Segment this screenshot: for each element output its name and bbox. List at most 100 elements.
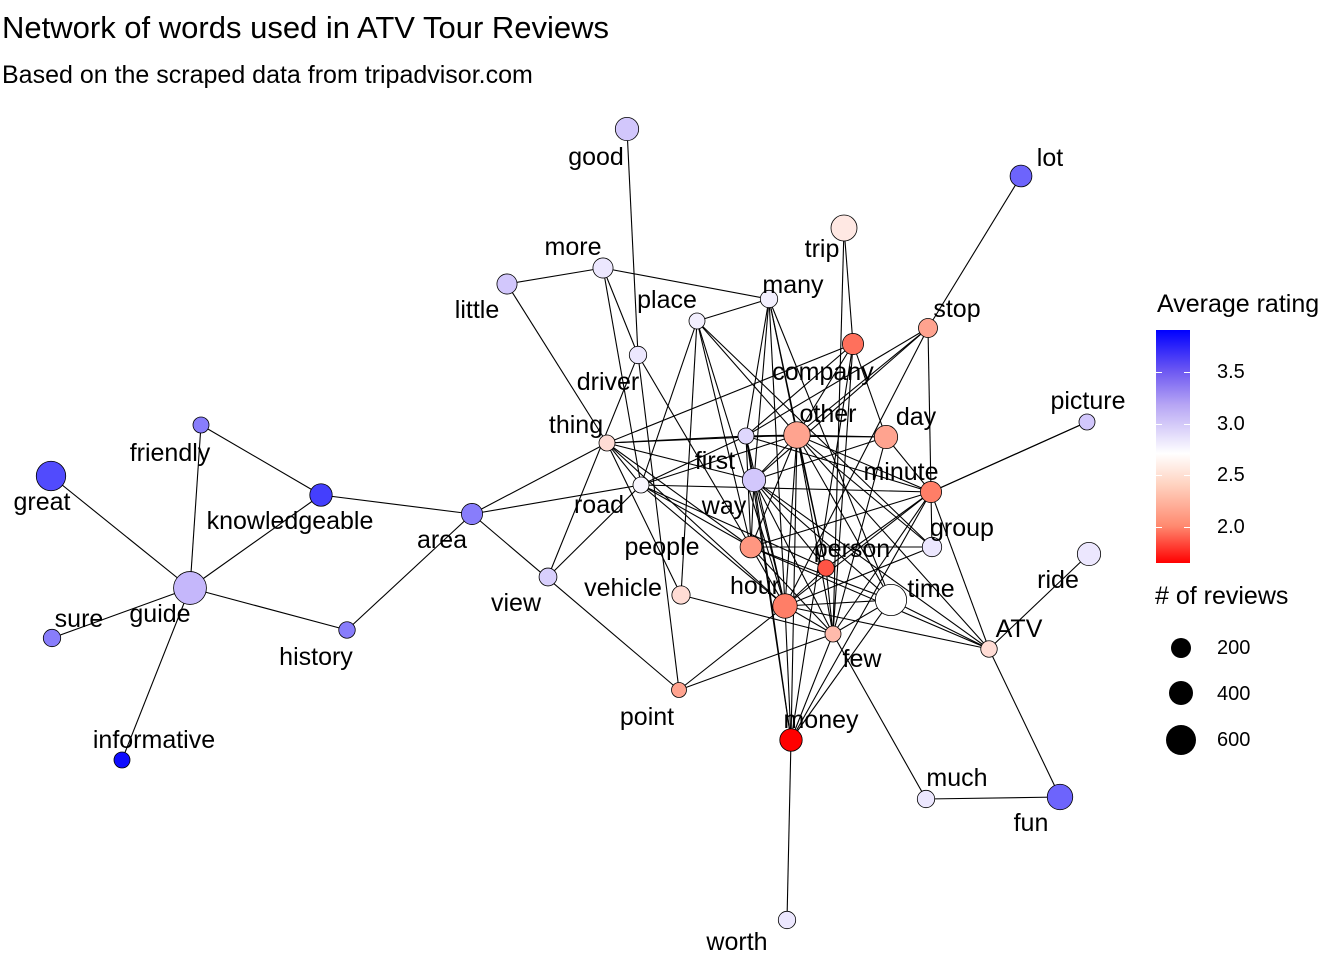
node-label-great: great xyxy=(14,488,71,516)
color-tick-label: 2.5 xyxy=(1217,464,1245,486)
edge-first-minute xyxy=(745,435,932,493)
node-trip xyxy=(830,214,858,242)
edge-way-person xyxy=(753,479,827,569)
node-label-atv: ATV xyxy=(996,615,1043,643)
node-knowledgeable xyxy=(309,483,333,507)
edge-hour-atv xyxy=(784,605,990,650)
edge-atv-fun xyxy=(988,648,1061,798)
edge-way-few xyxy=(753,479,834,635)
edge-guide-sure xyxy=(51,587,191,639)
node-first xyxy=(737,427,755,445)
node-label-area: area xyxy=(417,526,467,554)
edge-company-other xyxy=(796,343,854,436)
legend: Average rating 3.5 3.0 2.5 2.0 # of revi… xyxy=(1150,285,1344,765)
edge-time-atv xyxy=(890,599,990,650)
node-money xyxy=(779,728,803,752)
colorbar-tick xyxy=(1184,527,1190,528)
color-tick-label: 2.0 xyxy=(1217,516,1245,538)
colorbar-tick xyxy=(1184,372,1190,373)
node-people xyxy=(739,535,763,559)
node-label-minute: minute xyxy=(863,458,938,486)
edge-first-road xyxy=(640,435,747,486)
edge-other-people xyxy=(750,434,798,548)
edge-minute-road xyxy=(640,484,932,493)
edge-way-atv xyxy=(753,479,990,650)
node-label-place: place xyxy=(637,286,697,314)
node-driver xyxy=(628,345,648,365)
edge-many-hour xyxy=(768,298,786,607)
edge-first-people xyxy=(745,435,752,548)
node-label-trip: trip xyxy=(805,235,840,263)
node-vehicle xyxy=(671,585,691,605)
node-label-day: day xyxy=(896,403,937,431)
edge-driver-view xyxy=(547,354,639,578)
edge-more-little xyxy=(506,267,604,285)
node-label-ride: ride xyxy=(1037,566,1079,594)
node-ride xyxy=(1076,541,1102,567)
chart-subtitle: Based on the scraped data from tripadvis… xyxy=(2,61,533,89)
edge-road-view xyxy=(547,484,642,578)
node-area xyxy=(461,503,483,525)
edge-thing-area xyxy=(471,442,608,515)
edge-many-way xyxy=(753,298,770,481)
node-day xyxy=(873,424,899,450)
edge-hour-time xyxy=(784,599,892,607)
node-label-driver: driver xyxy=(577,368,640,396)
node-label-picture: picture xyxy=(1050,387,1125,415)
edge-few-point xyxy=(678,633,834,691)
color-tick-label: 3.0 xyxy=(1217,413,1245,435)
node-picture xyxy=(1078,413,1096,431)
node-label-little: little xyxy=(455,296,499,324)
edge-road-people xyxy=(640,484,752,548)
edge-layer xyxy=(50,128,1090,921)
size-legend-title: # of reviews xyxy=(1155,582,1289,610)
edge-stop-minute xyxy=(927,327,932,493)
edge-trip-company xyxy=(843,227,854,345)
node-label-stop: stop xyxy=(933,295,980,323)
node-little xyxy=(496,273,518,295)
colorbar-tick xyxy=(1156,424,1162,425)
edge-guide-informative xyxy=(121,587,191,761)
node-label-way: way xyxy=(701,492,747,520)
edge-stop-first xyxy=(745,327,929,437)
edge-other-minute xyxy=(796,434,932,493)
node-label-knowledgeable: knowledgeable xyxy=(207,507,374,535)
node-label-view: view xyxy=(491,589,542,617)
node-history xyxy=(338,621,356,639)
node-label-person: person xyxy=(814,535,890,563)
edge-knowledgeable-guide xyxy=(189,494,322,589)
edge-other-atv xyxy=(796,434,990,650)
edge-point-hour xyxy=(678,605,786,691)
node-label-many: many xyxy=(762,271,824,299)
edge-lot-stop xyxy=(927,175,1022,329)
node-label-people: people xyxy=(624,533,699,561)
size-tick-label: 400 xyxy=(1217,683,1251,705)
node-sure xyxy=(42,628,62,648)
edge-day-first xyxy=(745,435,887,438)
node-label-much: much xyxy=(926,764,987,792)
node-layer xyxy=(35,116,1102,930)
edge-minute-atv xyxy=(930,491,990,650)
edge-person-few xyxy=(825,567,834,635)
edge-more-many xyxy=(602,267,770,300)
edge-place-hour xyxy=(696,320,786,607)
node-minute xyxy=(920,481,942,503)
colorbar-tick xyxy=(1156,475,1162,476)
node-hour xyxy=(772,593,798,619)
node-label-guide: guide xyxy=(129,600,190,628)
node-company xyxy=(842,333,864,355)
edge-vehicle-few xyxy=(680,594,834,635)
edge-stop-other xyxy=(796,327,929,436)
node-much xyxy=(916,789,936,809)
node-label-few: few xyxy=(843,645,883,673)
size-key-dot xyxy=(1171,638,1191,658)
edge-stop-way xyxy=(753,327,929,481)
edge-thing-way xyxy=(606,442,755,481)
edge-trip-few xyxy=(832,227,845,635)
edge-minute-person xyxy=(825,491,932,569)
edge-thing-hour xyxy=(606,442,786,607)
node-great xyxy=(35,460,67,492)
edge-area-history xyxy=(346,513,473,631)
edge-road-hour xyxy=(640,484,786,607)
edge-few-much xyxy=(832,633,927,800)
